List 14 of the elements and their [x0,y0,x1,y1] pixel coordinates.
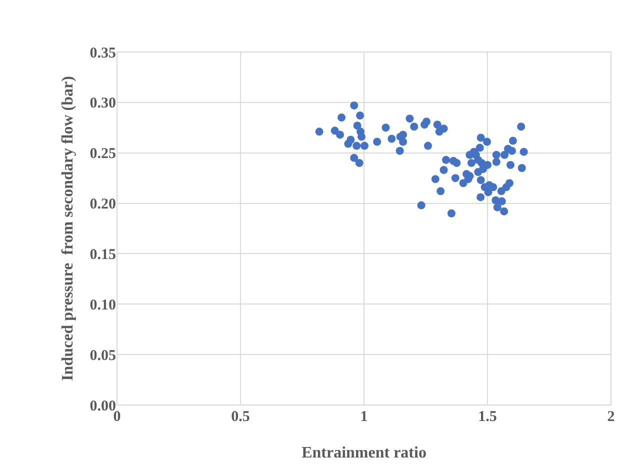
x-tick-label: 2 [607,409,615,425]
y-tick-label: 0.20 [90,196,116,213]
x-tick-label: 0 [113,409,121,425]
y-tick-label: 0.30 [90,96,116,112]
y-tick-label: 0.05 [90,348,116,364]
x-tick-label: 0.5 [231,409,250,425]
y-axis-title: Induced pressure from secondary flow (bar) [60,76,77,381]
x-tick-label: 1 [360,409,368,425]
x-axis-title: Entrainment ratio [302,444,426,462]
y-tick-label: 0.10 [90,297,116,314]
y-tick-label: 0.35 [90,45,116,62]
x-tick-label: 1.5 [478,409,497,425]
y-tick-label: 0.15 [90,246,116,263]
y-tick-label: 0.25 [90,146,116,162]
